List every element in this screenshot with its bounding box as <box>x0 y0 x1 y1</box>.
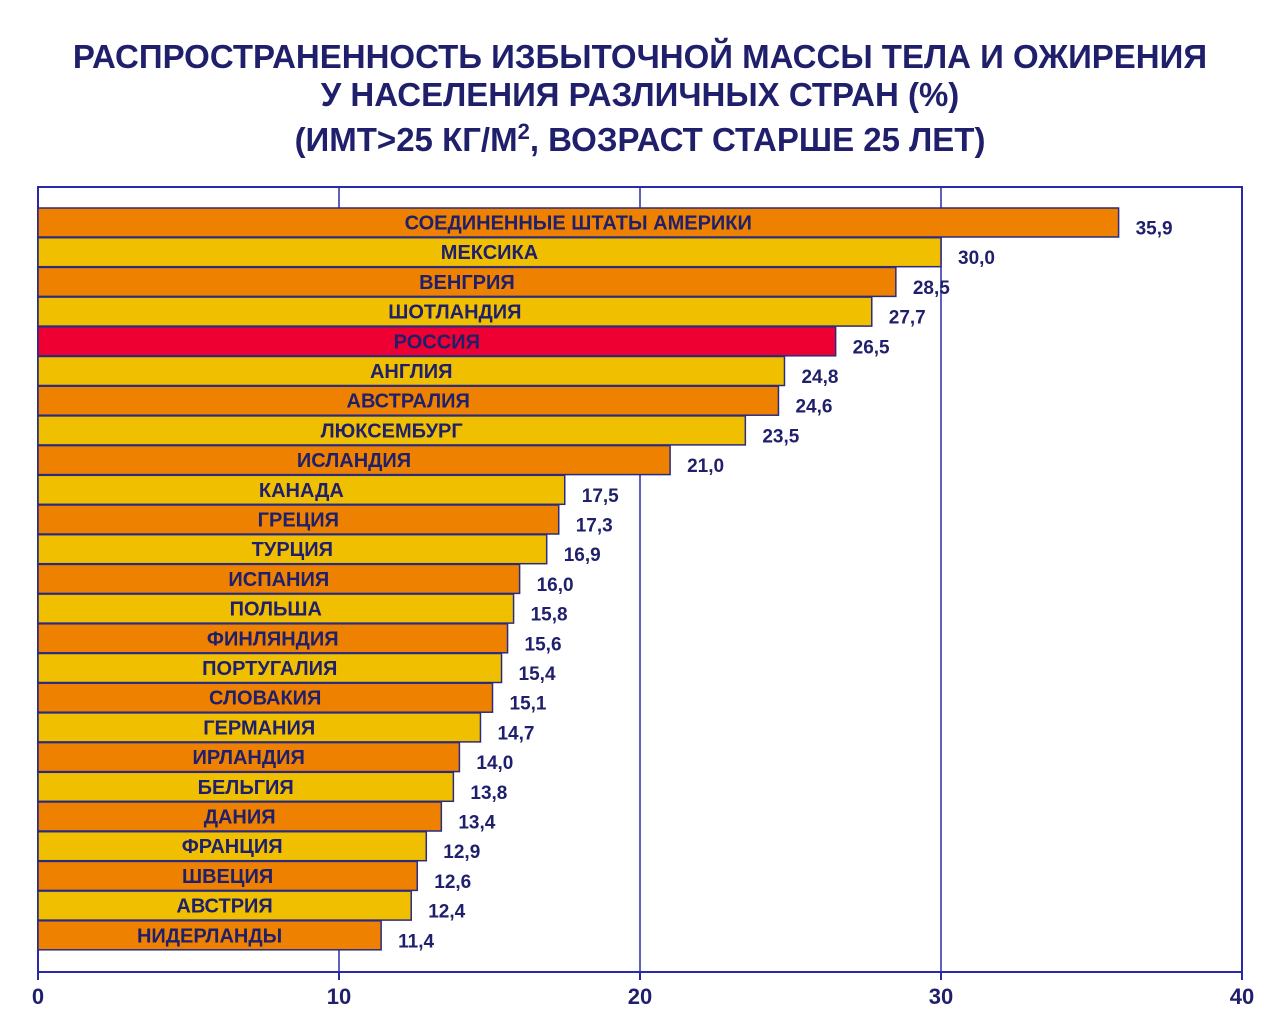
bar-layer: СОЕДИНЕННЫЕ ШТАТЫ АМЕРИКИ 35,9 МЕКСИКА 30,0… <box>37 207 1173 952</box>
bar-value-label: 23,5 <box>762 426 799 447</box>
bar-category-label: КАНАДА <box>259 480 344 502</box>
chart-title-line-2: У НАСЕЛЕНИЯ РАЗЛИЧНЫХ СТРАН (%) <box>320 76 960 113</box>
subtitle-text-post: , ВОЗРАСТ СТАРШЕ 25 ЛЕТ) <box>529 121 986 158</box>
bar-value-label: 17,3 <box>576 516 613 537</box>
bar-value-label: 26,5 <box>853 337 890 358</box>
bar <box>37 771 455 803</box>
x-axis-ticks: 0 10 20 30 40 <box>32 972 1254 1009</box>
bar <box>37 623 509 654</box>
bar-category-label: АВСТРАЛИЯ <box>347 391 470 413</box>
bar-category-label: СОЕДИНЕННЫЕ ШТАТЫ АМЕРИКИ <box>405 213 752 235</box>
x-tick-label: 20 <box>628 984 652 1009</box>
bar <box>37 652 503 684</box>
bar <box>37 326 837 357</box>
bar-value-label: 11,4 <box>398 931 434 952</box>
bar <box>37 444 671 476</box>
bar-category-label: РОССИЯ <box>394 331 480 353</box>
bar <box>37 385 780 416</box>
bar-value-label: 13,4 <box>458 813 495 834</box>
bar <box>37 415 747 446</box>
bar-category-label: ГРЕЦИЯ <box>258 510 339 532</box>
bar-category-label: ШОТЛАНДИЯ <box>388 302 521 324</box>
bar-value-label: 28,5 <box>913 278 950 299</box>
bar-value-label: 35,9 <box>1136 219 1173 240</box>
bar-category-label: ПОРТУГАЛИЯ <box>202 658 337 680</box>
bar-category-label: АНГЛИЯ <box>370 361 453 383</box>
bar-value-label: 16,9 <box>564 545 601 566</box>
bar-category-label: ПОЛЬША <box>230 599 322 621</box>
bar-category-label: ФРАНЦИЯ <box>182 836 283 858</box>
bar-value-label: 27,7 <box>889 308 926 329</box>
bar <box>37 533 548 565</box>
bar-category-label: ВЕНГРИЯ <box>419 272 515 294</box>
bar-category-label: ШВЕЦИЯ <box>182 866 273 888</box>
bar <box>37 504 560 535</box>
bar-value-label: 24,8 <box>801 367 838 388</box>
x-tick-label: 10 <box>327 984 351 1009</box>
bar-value-label: 21,0 <box>687 456 724 477</box>
bar-category-label: ТУРЦИЯ <box>252 539 333 561</box>
bar-value-label: 15,1 <box>510 694 547 715</box>
subtitle-text-pre: (ИМТ>25 КГ/М <box>294 121 518 158</box>
bar <box>37 563 521 595</box>
bar <box>37 236 942 268</box>
bar <box>37 296 873 327</box>
x-tick-label: 40 <box>1230 984 1254 1009</box>
bar-category-label: ИРЛАНДИЯ <box>193 747 305 769</box>
bar-value-label: 15,4 <box>519 664 556 685</box>
bar <box>37 593 515 624</box>
bar-category-label: ИСПАНИЯ <box>228 569 329 591</box>
bar-category-label: БЕЛЬГИЯ <box>198 777 294 799</box>
bar-category-label: ЛЮКСЕМБУРГ <box>321 420 463 442</box>
bar <box>37 474 566 506</box>
bar-value-label: 16,0 <box>537 575 574 596</box>
bar-value-label: 14,7 <box>497 723 534 744</box>
bar-value-label: 24,6 <box>795 397 832 418</box>
bar-value-label: 17,5 <box>582 486 619 507</box>
chart-subtitle: (ИМТ>25 КГ/М2, ВОЗРАСТ СТАРШЕ 25 ЛЕТ) <box>0 121 1280 159</box>
bar <box>37 712 482 743</box>
chart-title-line-1: РАСПРОСТРАНЕННОСТЬ ИЗБЫТОЧНОЙ МАССЫ ТЕЛА… <box>72 38 1208 75</box>
x-tick-label: 30 <box>929 984 953 1009</box>
bar <box>37 890 412 921</box>
bar-value-label: 12,4 <box>428 902 465 923</box>
bar-category-label: ДАНИЯ <box>204 807 276 829</box>
bar-value-label: 14,0 <box>476 753 513 774</box>
bar-category-label: ИСЛАНДИЯ <box>297 450 411 472</box>
bar <box>37 920 382 951</box>
bar-value-label: 12,6 <box>434 872 471 893</box>
bar-category-label: НИДЕРЛАНДЫ <box>137 925 282 947</box>
x-tick-label: 0 <box>32 984 44 1009</box>
subtitle-superscript: 2 <box>517 119 530 144</box>
bar-value-label: 15,6 <box>525 634 562 655</box>
bar-value-label: 30,0 <box>958 248 995 269</box>
bar-value-label: 13,8 <box>470 783 507 804</box>
bar-category-label: ГЕРМАНИЯ <box>203 717 315 739</box>
bar-value-label: 12,9 <box>443 842 480 863</box>
bar-category-label: СЛОВАКИЯ <box>209 688 321 710</box>
bar <box>37 266 897 298</box>
bar-category-label: АВСТРИЯ <box>176 896 272 918</box>
bar-category-label: МЕКСИКА <box>441 242 538 264</box>
bar-category-label: ФИНЛЯНДИЯ <box>207 628 339 650</box>
bar-value-label: 15,8 <box>531 605 568 626</box>
